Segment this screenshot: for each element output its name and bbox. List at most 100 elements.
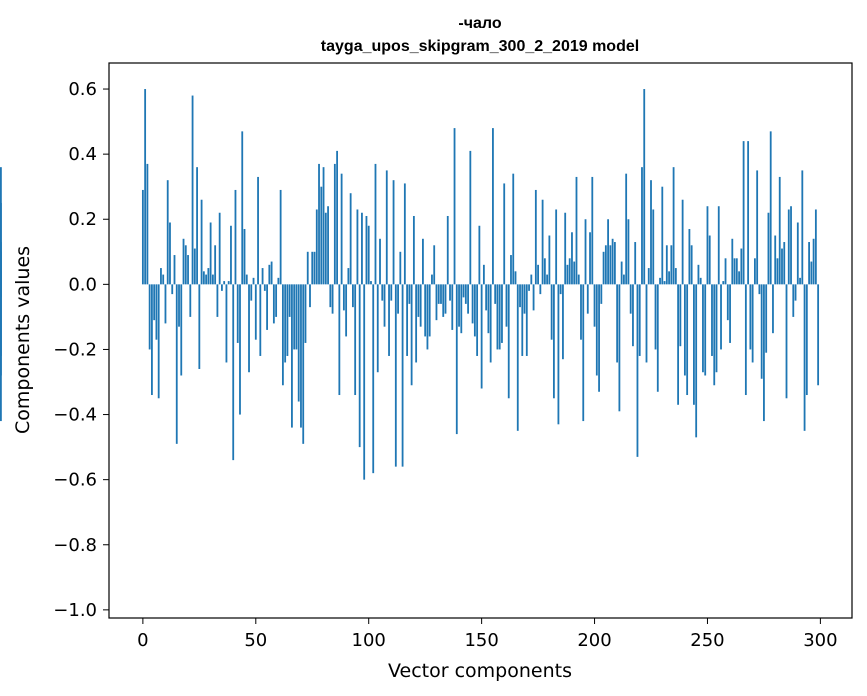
bar — [277, 277, 280, 285]
bar — [514, 271, 517, 285]
bar — [817, 284, 820, 386]
bar — [272, 284, 275, 324]
bar — [616, 284, 619, 363]
bar — [505, 284, 508, 327]
bar — [600, 284, 603, 304]
bar — [221, 284, 223, 291]
bar — [354, 284, 357, 396]
bar — [322, 167, 325, 285]
bar — [446, 215, 449, 285]
bar — [792, 284, 795, 317]
bar — [720, 284, 722, 350]
bar — [376, 284, 379, 373]
bar — [331, 284, 334, 314]
bar — [248, 284, 250, 373]
y-tick-label: 0.0 — [68, 274, 97, 295]
bar — [259, 284, 262, 356]
bar — [469, 150, 472, 285]
bar — [591, 176, 594, 285]
bar — [169, 222, 171, 285]
bar — [686, 284, 689, 396]
bar — [268, 264, 271, 285]
bar — [735, 258, 738, 285]
bar — [442, 284, 445, 317]
x-tick-label: 100 — [352, 630, 386, 651]
bar — [528, 284, 530, 291]
bar — [345, 284, 348, 337]
bar — [489, 284, 492, 363]
bar — [433, 245, 436, 285]
bar — [634, 242, 637, 285]
bar — [670, 245, 673, 285]
bar — [241, 131, 244, 285]
bar — [372, 284, 375, 474]
bar — [449, 284, 451, 301]
bar — [801, 170, 804, 285]
bar — [304, 284, 307, 343]
y-axis-label: Components values — [12, 246, 34, 434]
bar — [803, 284, 806, 431]
bar — [796, 222, 799, 285]
bar — [403, 183, 406, 285]
bar — [742, 141, 745, 285]
bar — [291, 284, 293, 428]
bar — [733, 258, 736, 285]
bar — [785, 284, 788, 399]
chart-title-line2: tayga_upos_skipgram_300_2_2019 model — [321, 38, 639, 55]
bar — [401, 284, 404, 467]
bar — [618, 284, 621, 412]
bar — [453, 128, 456, 285]
bar — [178, 284, 180, 327]
bar — [444, 284, 447, 314]
y-tick-label: 0.6 — [68, 79, 97, 100]
bar — [814, 209, 817, 285]
bar — [738, 271, 740, 285]
bar — [166, 180, 169, 285]
bar — [713, 284, 716, 386]
bar — [654, 284, 657, 350]
bar — [297, 284, 300, 402]
bar — [234, 189, 237, 285]
bar — [327, 206, 329, 285]
bar — [399, 251, 402, 285]
bar — [523, 284, 526, 314]
bar — [519, 284, 521, 308]
bar — [284, 284, 287, 363]
y-tick-label: 0.4 — [68, 144, 97, 165]
bar — [460, 284, 463, 334]
bar — [151, 284, 153, 396]
bar — [501, 284, 503, 343]
bar — [232, 284, 235, 461]
bar — [659, 277, 661, 285]
bar — [566, 264, 569, 285]
bar — [473, 284, 476, 337]
bar — [266, 284, 268, 330]
bar — [250, 284, 253, 301]
bar — [388, 284, 390, 356]
bar — [0, 202, 2, 285]
bar — [632, 284, 634, 347]
bar — [510, 255, 512, 285]
y-tick-label: −0.6 — [53, 470, 97, 491]
bar — [225, 284, 228, 363]
bar — [243, 229, 246, 285]
bar — [202, 271, 205, 285]
bar — [227, 281, 230, 285]
bar — [593, 284, 596, 327]
bar — [435, 284, 438, 321]
bar — [534, 189, 537, 285]
bar — [679, 284, 682, 347]
bar — [548, 235, 551, 285]
bar — [665, 245, 668, 285]
bar — [580, 284, 582, 340]
bar — [392, 180, 395, 285]
bar — [724, 258, 727, 285]
bar — [279, 189, 282, 285]
bar — [706, 206, 709, 285]
bar — [245, 274, 248, 285]
bar — [211, 274, 214, 285]
bar — [550, 284, 553, 340]
bar — [482, 264, 485, 285]
bar — [661, 186, 664, 285]
bar — [216, 284, 219, 317]
